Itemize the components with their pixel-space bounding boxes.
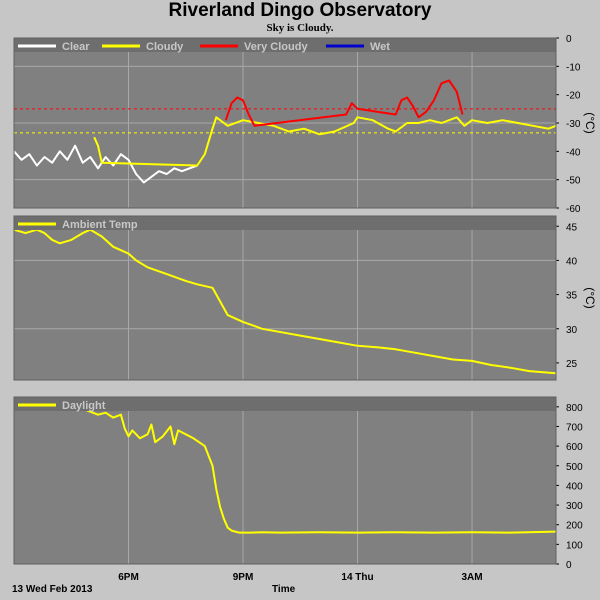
y-tick-label: 400 <box>566 481 583 492</box>
date-label: 13 Wed Feb 2013 <box>12 584 93 595</box>
y-tick-label: -60 <box>566 204 581 215</box>
legend-label: Daylight <box>62 400 106 412</box>
series-line-ambient-temp <box>13 228 557 375</box>
y-tick-label: 25 <box>566 359 578 370</box>
y-tick-label: 300 <box>566 501 583 512</box>
y-tick-label: 700 <box>566 422 583 433</box>
x-tick-label: 14 Thu <box>341 572 373 583</box>
plot-frame <box>13 396 557 565</box>
plot-area <box>14 397 556 564</box>
legend-label: Wet <box>370 41 390 53</box>
series-line-clear <box>13 144 198 184</box>
y-tick-label: 40 <box>566 256 578 267</box>
y-tick-label: 500 <box>566 462 583 473</box>
legend-strip <box>14 397 556 411</box>
legend-label: Very Cloudy <box>244 41 308 53</box>
y-tick-label: -50 <box>566 176 581 187</box>
x-tick-label: 9PM <box>233 572 254 583</box>
y-tick-label: -40 <box>566 147 581 158</box>
y-tick-label: -20 <box>566 91 581 102</box>
x-axis-title: Time <box>272 584 296 595</box>
x-tick-label: 3AM <box>461 572 482 583</box>
y-tick-label: -30 <box>566 119 581 130</box>
plot-frame <box>13 37 557 209</box>
series-line-daylight <box>13 404 557 534</box>
legend-strip <box>14 216 556 230</box>
legend-label: Ambient Temp <box>62 219 138 231</box>
y-axis-unit: (°C) <box>583 287 597 308</box>
plot-area <box>14 216 556 380</box>
plot-frame <box>13 215 557 381</box>
y-axis-unit: (°C) <box>583 112 597 133</box>
y-tick-label: 200 <box>566 521 583 532</box>
series-line-cloudy <box>93 116 557 167</box>
y-tick-label: 30 <box>566 325 578 336</box>
y-tick-label: -10 <box>566 62 581 73</box>
y-tick-label: 35 <box>566 291 578 302</box>
sky-status-subtitle: Sky is Cloudy. <box>266 22 334 34</box>
y-tick-label: 0 <box>566 560 572 571</box>
legend-label: Clear <box>62 41 90 53</box>
page-title: Riverland Dingo Observatory <box>168 0 432 21</box>
legend-label: Cloudy <box>146 41 184 53</box>
y-tick-label: 800 <box>566 403 583 414</box>
chart-panel-3: 800 700 600 500 400 300 200 100 0 Daylight <box>13 396 583 571</box>
legend-strip <box>14 38 556 52</box>
y-tick-label: 100 <box>566 540 583 551</box>
x-tick-label: 6PM <box>118 572 139 583</box>
y-tick-label: 0 <box>566 34 572 45</box>
chart-panel-2: 45 40 35 30 25 (°C) Ambient Temp <box>13 215 597 381</box>
y-tick-label: 45 <box>566 222 578 233</box>
y-tick-label: 600 <box>566 442 583 453</box>
chart-panel-1: 0 -10 -20 -30 -40 -50 -60 (°C) Clear Cloudy Very C… <box>13 34 597 215</box>
series-line-very-cloudy <box>224 79 464 127</box>
